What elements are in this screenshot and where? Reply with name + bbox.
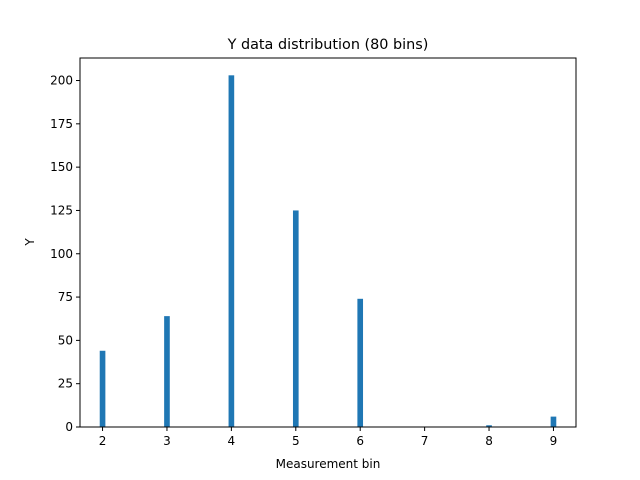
bar-4 [228, 75, 235, 427]
x-axis-ticks: 2 3 4 5 6 7 8 9 [99, 427, 558, 448]
x-tick-label: 5 [292, 434, 300, 448]
x-tick-label: 4 [228, 434, 236, 448]
x-tick-label: 2 [99, 434, 107, 448]
y-tick-label: 50 [58, 333, 73, 347]
y-tick-label: 150 [50, 160, 73, 174]
y-tick-label: 0 [65, 420, 73, 434]
plot-frame [79, 57, 577, 428]
x-axis-label: Measurement bin [276, 457, 381, 471]
x-tick-label: 7 [421, 434, 429, 448]
y-axis-label: Y [23, 238, 37, 247]
bar-8 [486, 425, 492, 427]
bar-5 [292, 210, 299, 427]
chart-title: Y data distribution (80 bins) [227, 37, 429, 53]
bar-3 [164, 316, 170, 427]
x-tick-label: 6 [356, 434, 364, 448]
x-tick-label: 3 [163, 434, 171, 448]
bar-6 [357, 298, 364, 427]
y-tick-label: 100 [50, 247, 73, 261]
y-tick-label: 200 [50, 74, 73, 88]
x-tick-label: 9 [550, 434, 558, 448]
y-tick-label: 75 [58, 290, 73, 304]
y-tick-label: 125 [50, 203, 73, 217]
y-axis-ticks: 0 25 50 75 100 125 150 175 200 [50, 74, 80, 434]
bar-9 [550, 416, 557, 427]
y-tick-label: 25 [58, 377, 73, 391]
bar-2 [99, 350, 106, 427]
x-tick-label: 8 [485, 434, 493, 448]
y-tick-label: 175 [50, 117, 73, 131]
bars-group [99, 75, 557, 427]
